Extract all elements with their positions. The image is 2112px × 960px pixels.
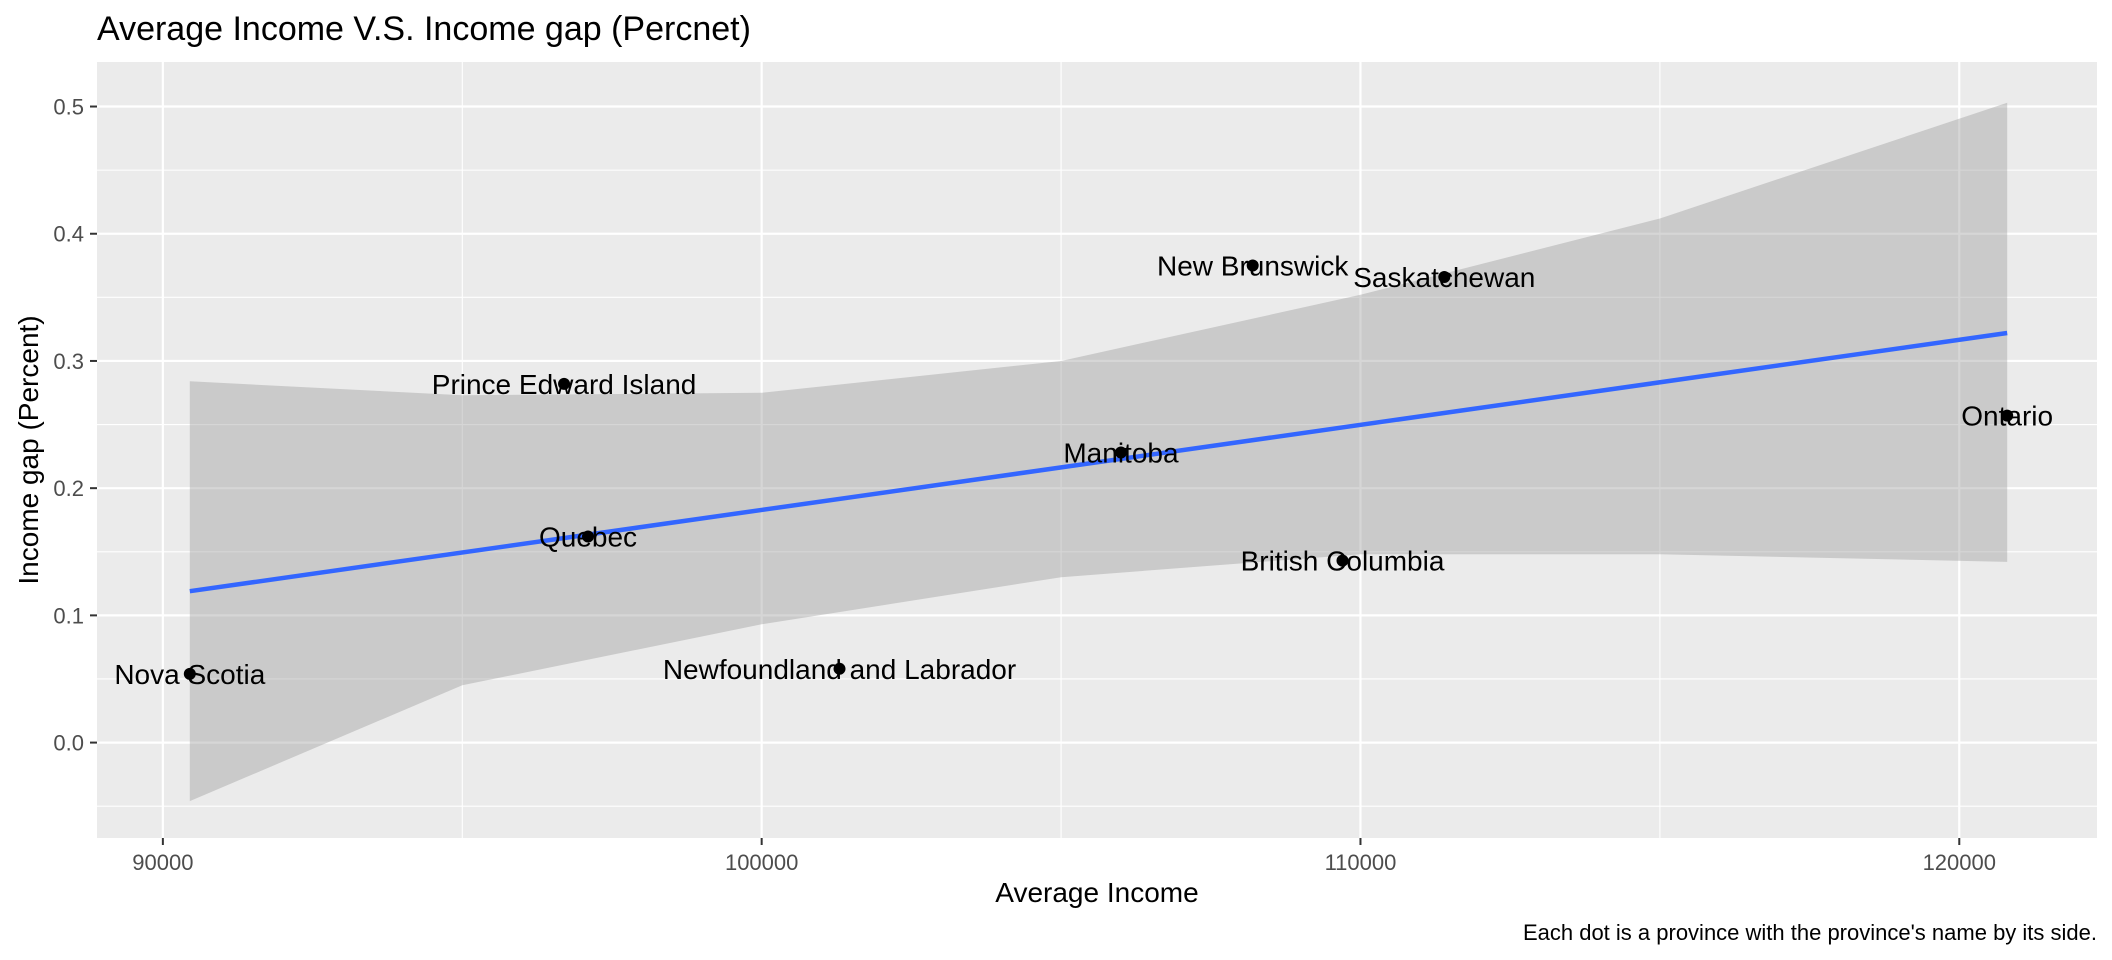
y-tick-label: 0.5: [53, 95, 84, 120]
x-tick-label: 120000: [1923, 850, 1996, 875]
point-label: Ontario: [1961, 401, 2053, 432]
point-label: Prince Edward Island: [432, 369, 697, 400]
point-label: Manitoba: [1063, 438, 1179, 469]
point-label: New Brunswick: [1157, 251, 1349, 282]
point-label: Quebec: [539, 522, 637, 553]
y-tick-label: 0.0: [53, 731, 84, 756]
y-axis-ticks: 0.0 0.1 0.2 0.3 0.4 0.5: [53, 95, 97, 756]
x-axis-ticks: 90000 100000 110000 120000: [132, 838, 1996, 875]
y-axis-title: Income gap (Percent): [13, 315, 44, 584]
x-tick-label: 110000: [1325, 850, 1397, 875]
y-tick-label: 0.4: [53, 222, 84, 247]
point-label: British Columbia: [1241, 546, 1445, 577]
chart-caption: Each dot is a province with the province…: [1523, 920, 2097, 945]
x-tick-label: 90000: [132, 850, 193, 875]
y-tick-label: 0.2: [53, 476, 84, 501]
point-label: Saskatchewan: [1353, 262, 1535, 293]
y-tick-label: 0.1: [53, 603, 84, 628]
point-label: Newfoundland and Labrador: [663, 654, 1016, 685]
x-tick-label: 100000: [725, 850, 798, 875]
y-tick-label: 0.3: [53, 349, 84, 374]
chart-title: Average Income V.S. Income gap (Percnet): [97, 10, 751, 48]
point-label: Nova Scotia: [114, 659, 265, 690]
x-axis-title: Average Income: [995, 877, 1198, 908]
